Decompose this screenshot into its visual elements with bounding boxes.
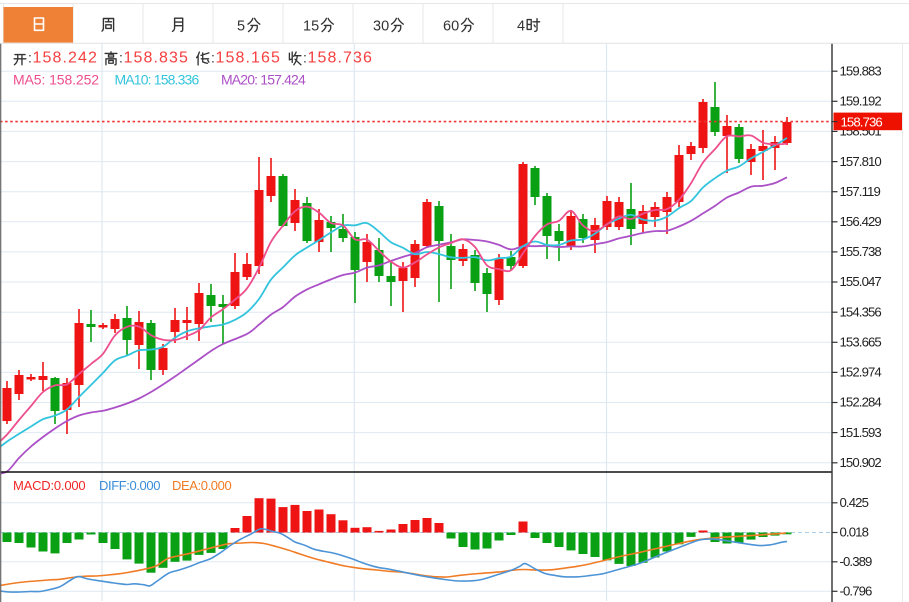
svg-text:159.192: 159.192 — [840, 94, 882, 109]
svg-text:158.736: 158.736 — [308, 50, 374, 67]
svg-text:157.810: 157.810 — [840, 154, 882, 169]
svg-text:DIFF:0.000: DIFF:0.000 — [99, 478, 160, 493]
svg-text:150.902: 150.902 — [840, 455, 882, 470]
svg-text:157.119: 157.119 — [840, 184, 881, 199]
svg-text:60: 60 — [443, 19, 459, 35]
svg-text:30: 30 — [373, 19, 389, 35]
svg-text:0.018: 0.018 — [840, 525, 869, 540]
svg-text:158.736: 158.736 — [841, 114, 883, 129]
svg-text:152.974: 152.974 — [840, 365, 882, 380]
svg-text:158.242: 158.242 — [33, 50, 99, 67]
svg-text:151.593: 151.593 — [840, 425, 882, 440]
svg-text:-0.796: -0.796 — [840, 584, 873, 599]
svg-text:158.835: 158.835 — [124, 50, 190, 67]
svg-text:4: 4 — [517, 19, 525, 35]
svg-text:154.356: 154.356 — [840, 304, 882, 319]
svg-text:5: 5 — [237, 19, 245, 35]
svg-text:153.665: 153.665 — [840, 335, 882, 350]
svg-text:155.738: 155.738 — [840, 244, 882, 259]
svg-text:158.165: 158.165 — [216, 50, 282, 67]
svg-text::: : — [119, 50, 123, 66]
svg-text:15: 15 — [303, 19, 319, 35]
svg-text::: : — [28, 50, 32, 66]
svg-text:152.284: 152.284 — [840, 395, 882, 410]
svg-text:DEA:0.000: DEA:0.000 — [172, 478, 231, 493]
svg-text:155.047: 155.047 — [840, 274, 882, 289]
svg-text:MA10: 158.336: MA10: 158.336 — [115, 72, 200, 88]
svg-text:156.429: 156.429 — [840, 214, 882, 229]
svg-text:-0.389: -0.389 — [840, 554, 873, 569]
svg-text:159.883: 159.883 — [840, 63, 882, 78]
svg-text:MA5: 158.252: MA5: 158.252 — [13, 72, 99, 88]
svg-text::: : — [211, 50, 215, 66]
svg-text:0.425: 0.425 — [840, 495, 869, 510]
svg-text::: : — [303, 50, 307, 66]
svg-text:MA20: 157.424: MA20: 157.424 — [221, 72, 306, 88]
svg-text:MACD:0.000: MACD:0.000 — [13, 478, 85, 493]
